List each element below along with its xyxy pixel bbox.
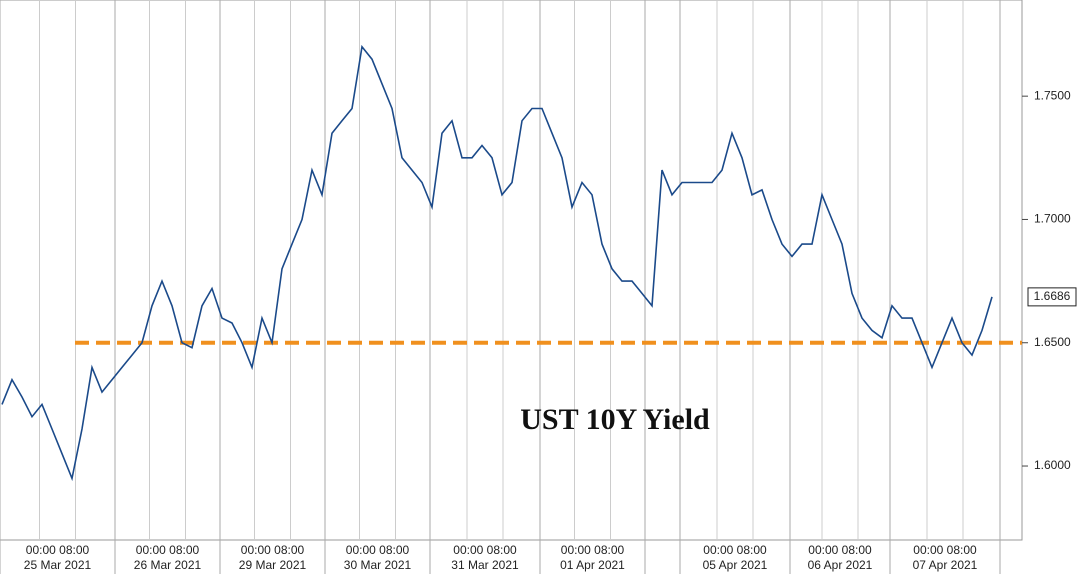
x-tick-label: 00:00 08:00 [241, 543, 305, 557]
x-tick-label: 00:00 08:00 [136, 543, 200, 557]
y-tick-label: 1.7500 [1034, 88, 1071, 102]
y-tick-label: 1.6500 [1034, 335, 1071, 349]
x-date-label: 31 Mar 2021 [451, 558, 519, 572]
x-date-label: 01 Apr 2021 [560, 558, 625, 572]
x-tick-label: 00:00 08:00 [913, 543, 977, 557]
x-tick-label: 00:00 08:00 [453, 543, 517, 557]
x-date-label: 29 Mar 2021 [239, 558, 307, 572]
x-date-label: 06 Apr 2021 [808, 558, 873, 572]
x-date-label: 05 Apr 2021 [703, 558, 768, 572]
y-tick-label: 1.7000 [1034, 212, 1071, 226]
last-value-label: 1.6686 [1034, 289, 1071, 303]
x-tick-label: 00:00 08:00 [703, 543, 767, 557]
annotation: UST 10Y Yield [520, 403, 710, 436]
x-tick-label: 00:00 08:00 [26, 543, 90, 557]
x-tick-label: 00:00 08:00 [346, 543, 410, 557]
x-date-label: 25 Mar 2021 [24, 558, 92, 572]
series-line [1, 44, 993, 482]
x-date-label: 07 Apr 2021 [913, 558, 978, 572]
y-tick-label: 1.6000 [1034, 458, 1071, 472]
x-date-label: 30 Mar 2021 [344, 558, 412, 572]
plot-area [0, 0, 1023, 541]
last-value-box [1027, 287, 1077, 307]
x-tick-label: 00:00 08:00 [808, 543, 872, 557]
x-tick-label: 00:00 08:00 [561, 543, 625, 557]
x-date-label: 26 Mar 2021 [134, 558, 202, 572]
